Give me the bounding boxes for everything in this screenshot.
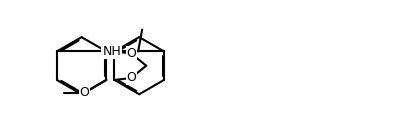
Text: NH: NH xyxy=(103,45,122,58)
Text: O: O xyxy=(80,86,90,99)
Text: N: N xyxy=(102,45,111,58)
Text: O: O xyxy=(126,72,136,84)
Text: O: O xyxy=(126,47,136,60)
